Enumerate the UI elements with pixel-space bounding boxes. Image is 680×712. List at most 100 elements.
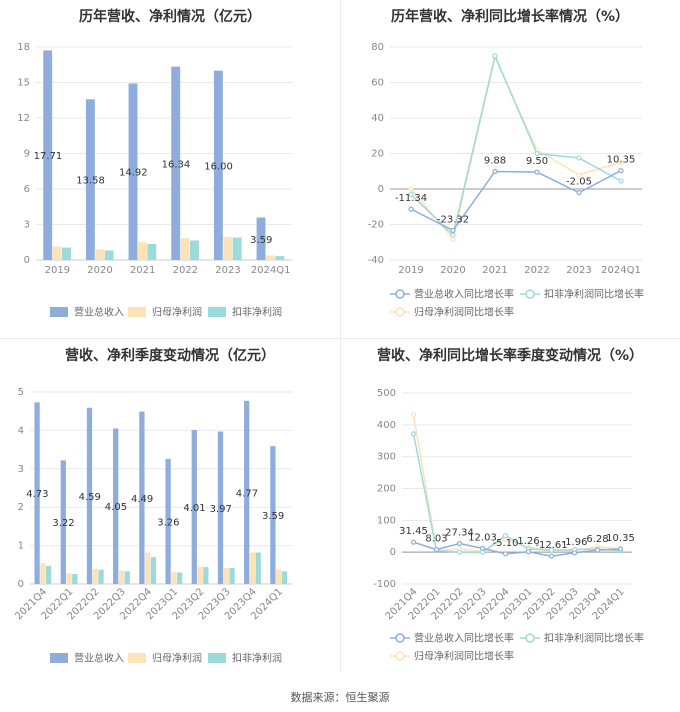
y-tick-label: 0: [378, 184, 384, 195]
bar-data-label: 4.49: [131, 494, 153, 505]
quarterly-growth-rate-chart: 营收、净利同比增长率季度变动情况（%） -100 0 100 200 300 400 500 2…: [373, 347, 644, 663]
bar-deducted-profit: [98, 569, 104, 584]
vertical-divider: [340, 0, 341, 672]
line-point: [408, 191, 414, 197]
x-tick-label: 2019: [45, 265, 70, 276]
bar-data-label: 3.59: [262, 511, 284, 522]
horizontal-divider: [0, 338, 680, 339]
legend-swatch-point: [395, 289, 405, 299]
y-tick-label: 18: [17, 42, 30, 53]
chart-title: 营收、净利同比增长率季度变动情况（%）: [377, 347, 643, 364]
line-data-label: -23.32: [437, 214, 469, 225]
y-tick-label: 200: [377, 484, 396, 495]
y-tick-label: 3: [18, 464, 24, 475]
bar-net-profit: [145, 552, 151, 584]
line-point: [456, 540, 463, 547]
line-data-label: 12.03: [468, 532, 497, 543]
bar-revenue: [171, 66, 181, 260]
line-deducted-profit-growth: [412, 433, 621, 553]
bar-deducted-profit: [229, 567, 235, 584]
legend-swatch-point: [525, 633, 535, 643]
bar-net-profit: [265, 255, 275, 260]
line-point: [534, 150, 540, 157]
y-tick-label: 6: [24, 184, 30, 195]
line-point: [410, 431, 417, 437]
x-tick-label: 2021: [130, 265, 155, 276]
bar-data-label: 3.97: [210, 504, 232, 515]
bar-data-label: 4.77: [236, 488, 258, 499]
line-point: [408, 206, 414, 212]
y-tick-label: 100: [377, 515, 396, 526]
y-tick-label: -100: [373, 579, 396, 590]
y-tick-label: 5: [18, 387, 24, 398]
bar-revenue: [86, 407, 93, 584]
bar-revenue: [139, 411, 145, 584]
y-tick-label: -20: [368, 220, 384, 231]
line-point: [571, 550, 578, 556]
legend-label: 营业总收入: [74, 306, 124, 319]
bar-revenue: [85, 99, 95, 260]
bar-deducted-profit: [45, 565, 52, 584]
y-tick-label: 400: [377, 420, 396, 431]
line-data-label: 9.88: [484, 155, 506, 166]
legend-label: 扣非净利润: [232, 306, 282, 319]
legend-swatch: [128, 307, 146, 317]
y-tick-label: 1: [18, 541, 24, 552]
bar-revenue: [43, 50, 53, 260]
legend-label: 扣非净利润: [232, 652, 282, 665]
bar-data-label: 13.58: [76, 176, 105, 187]
bar-net-profit: [223, 567, 229, 584]
bar-net-profit: [197, 566, 203, 584]
line-point: [618, 178, 624, 184]
bar-revenue: [34, 402, 40, 584]
bar-revenue: [128, 83, 138, 261]
bar-net-profit: [249, 552, 256, 584]
bar-net-profit: [276, 569, 282, 584]
line-point: [502, 551, 509, 557]
x-tick-label: 2024Q1: [601, 265, 641, 276]
y-tick-label: -40: [368, 255, 384, 266]
legend-swatch: [50, 307, 68, 317]
bar-deducted-profit: [190, 240, 199, 260]
bar-net-profit: [180, 238, 190, 260]
bar-revenue: [60, 460, 66, 584]
y-tick-label: 40: [371, 113, 384, 124]
x-tick-label: 2024Q1: [251, 265, 291, 276]
bar-data-label: 14.92: [119, 168, 148, 179]
legend-label: 归母净利润同比增长率: [414, 650, 514, 663]
line-point: [594, 547, 601, 553]
line-point: [456, 549, 463, 555]
line-data-label: -11.34: [395, 193, 427, 204]
y-tick-label: 0: [24, 255, 30, 266]
line-point: [534, 169, 540, 175]
legend-swatch: [208, 307, 226, 317]
bar-data-label: 16.00: [204, 161, 233, 172]
line-deducted-profit-growth: [410, 53, 622, 237]
y-tick-label: 9: [24, 149, 30, 160]
legend-label: 归母净利润同比增长率: [414, 306, 514, 319]
bar-revenue: [256, 217, 266, 260]
line-data-label: -12.61: [535, 540, 567, 551]
bar-data-label: 4.73: [26, 489, 48, 500]
bar-net-profit: [171, 571, 177, 584]
bar-net-profit: [223, 236, 233, 260]
line-point: [576, 155, 582, 161]
bar-revenue: [217, 431, 224, 584]
bar-revenue: [165, 458, 171, 584]
y-tick-label: 2: [18, 502, 24, 513]
line-net-profit-growth: [412, 414, 621, 553]
y-tick-label: 0: [390, 547, 396, 558]
chart-title: 历年营收、净利同比增长率情况（%）: [391, 8, 629, 25]
bar-deducted-profit: [232, 237, 242, 260]
bar-net-profit: [95, 249, 105, 260]
x-tick-label: 2019: [398, 265, 423, 276]
line-revenue-growth: [413, 541, 621, 557]
legend-swatch-point: [525, 289, 535, 299]
y-tick-label: 0: [18, 579, 24, 590]
line-point: [618, 168, 624, 174]
line-point: [410, 412, 417, 418]
legend-swatch: [50, 653, 68, 663]
line-point: [618, 159, 624, 165]
line-data-label: 31.45: [399, 526, 428, 537]
bar-data-label: 16.34: [162, 159, 191, 170]
